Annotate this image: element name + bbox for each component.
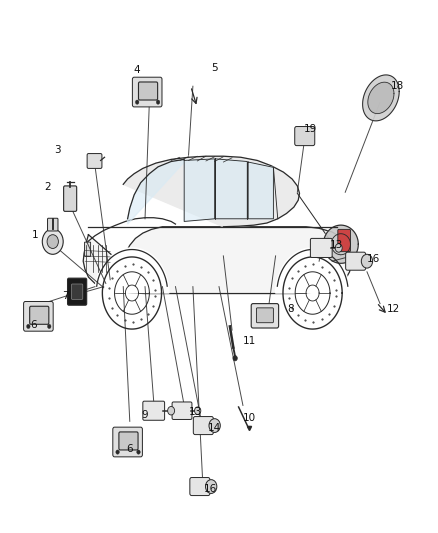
Circle shape bbox=[335, 244, 342, 252]
FancyBboxPatch shape bbox=[295, 126, 315, 146]
Circle shape bbox=[116, 450, 119, 454]
FancyBboxPatch shape bbox=[190, 478, 210, 496]
Text: 14: 14 bbox=[208, 423, 221, 433]
Polygon shape bbox=[324, 225, 358, 263]
Text: 16: 16 bbox=[204, 484, 217, 494]
Text: 4: 4 bbox=[133, 66, 140, 75]
Text: 7: 7 bbox=[63, 290, 69, 301]
FancyBboxPatch shape bbox=[193, 417, 213, 434]
Circle shape bbox=[209, 419, 220, 432]
Text: 1: 1 bbox=[32, 230, 39, 240]
FancyBboxPatch shape bbox=[67, 278, 87, 305]
FancyBboxPatch shape bbox=[256, 308, 273, 322]
Text: 10: 10 bbox=[243, 413, 256, 423]
Text: 18: 18 bbox=[391, 81, 404, 91]
Polygon shape bbox=[248, 162, 273, 219]
FancyBboxPatch shape bbox=[251, 304, 279, 328]
FancyBboxPatch shape bbox=[71, 284, 83, 300]
FancyBboxPatch shape bbox=[113, 427, 142, 457]
Circle shape bbox=[47, 324, 51, 328]
Circle shape bbox=[156, 100, 160, 104]
Text: 13: 13 bbox=[330, 240, 343, 251]
Circle shape bbox=[137, 450, 140, 454]
FancyBboxPatch shape bbox=[87, 154, 102, 168]
Circle shape bbox=[361, 254, 373, 268]
FancyBboxPatch shape bbox=[138, 82, 158, 100]
Text: 12: 12 bbox=[386, 304, 400, 314]
FancyBboxPatch shape bbox=[338, 229, 350, 252]
Circle shape bbox=[135, 100, 139, 104]
Text: 3: 3 bbox=[55, 145, 61, 155]
FancyBboxPatch shape bbox=[47, 218, 58, 231]
Circle shape bbox=[27, 324, 30, 328]
Polygon shape bbox=[184, 159, 215, 221]
Polygon shape bbox=[127, 159, 184, 224]
FancyBboxPatch shape bbox=[30, 306, 49, 324]
Polygon shape bbox=[95, 248, 169, 293]
Circle shape bbox=[168, 407, 175, 415]
FancyBboxPatch shape bbox=[346, 252, 366, 270]
Polygon shape bbox=[276, 248, 350, 293]
FancyBboxPatch shape bbox=[64, 186, 77, 212]
Polygon shape bbox=[363, 75, 399, 121]
FancyBboxPatch shape bbox=[24, 302, 53, 331]
Text: 16: 16 bbox=[367, 254, 380, 263]
FancyBboxPatch shape bbox=[172, 402, 192, 419]
Circle shape bbox=[47, 235, 58, 248]
Polygon shape bbox=[83, 227, 352, 294]
Text: 5: 5 bbox=[212, 63, 218, 72]
Circle shape bbox=[194, 407, 201, 415]
FancyBboxPatch shape bbox=[119, 432, 138, 450]
FancyBboxPatch shape bbox=[85, 242, 91, 256]
Text: 2: 2 bbox=[44, 182, 50, 192]
FancyBboxPatch shape bbox=[311, 238, 332, 257]
FancyBboxPatch shape bbox=[132, 77, 162, 107]
Circle shape bbox=[233, 356, 237, 361]
Text: 6: 6 bbox=[31, 320, 37, 330]
Circle shape bbox=[205, 480, 217, 494]
Circle shape bbox=[42, 229, 63, 254]
FancyBboxPatch shape bbox=[143, 401, 165, 420]
Text: 9: 9 bbox=[142, 410, 148, 420]
Text: 6: 6 bbox=[127, 445, 133, 455]
Text: 13: 13 bbox=[189, 407, 202, 417]
Polygon shape bbox=[215, 159, 247, 219]
Polygon shape bbox=[123, 156, 300, 227]
Text: 11: 11 bbox=[243, 336, 256, 346]
Polygon shape bbox=[368, 82, 394, 114]
Text: 19: 19 bbox=[304, 124, 317, 134]
Text: 8: 8 bbox=[287, 304, 294, 314]
